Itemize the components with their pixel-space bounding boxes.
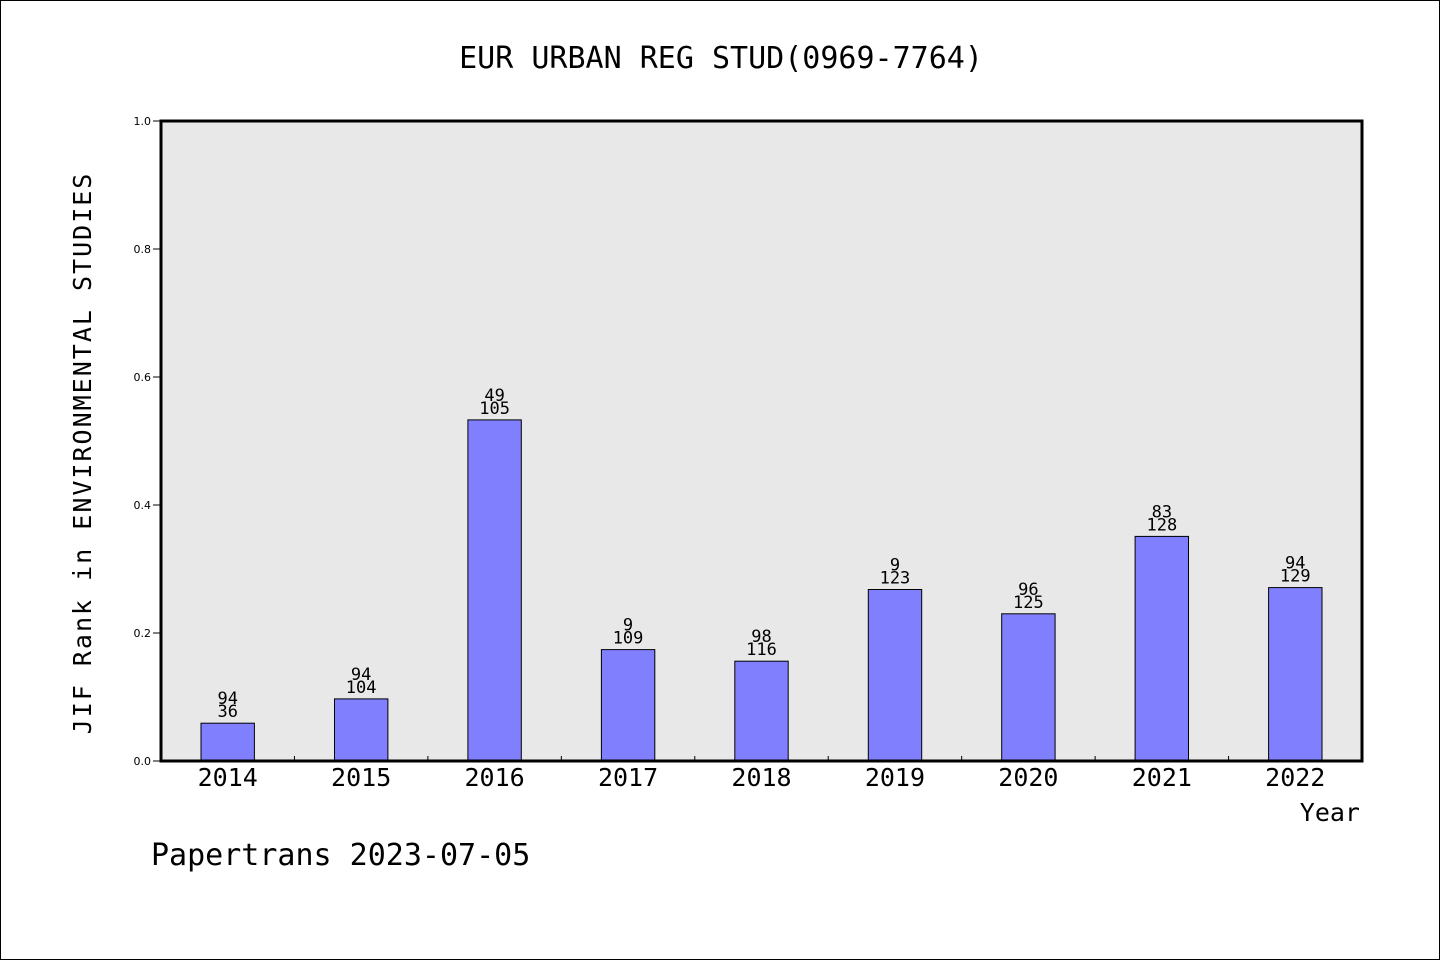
data-label-bottom-2019: 123 [880,568,911,588]
data-label-top-2016: 49 [484,386,504,406]
data-label-bottom-2015: 104 [346,678,377,698]
data-label-top-2018: 98 [751,627,771,647]
x-tick-label-2014: 2014 [198,763,258,792]
bar-2016 [467,419,522,762]
y-tick-label-0: 0.0 [134,755,152,768]
data-label-bottom-2021: 128 [1146,515,1177,535]
x-tick-label-2015: 2015 [331,763,391,792]
bar-2022 [1268,587,1323,762]
data-label-bottom-2016: 105 [479,399,510,419]
x-tick-label-2017: 2017 [598,763,658,792]
data-label-top-2019: 9 [890,555,900,575]
data-label-bottom-2020: 125 [1013,593,1044,613]
chart-title: EUR URBAN REG STUD(0969-7764) [459,41,983,76]
bar-2020 [1001,613,1056,762]
bar-2017 [600,649,656,762]
y-axis: 0.0 0.2 0.4 0.6 0.8 1.0 [134,115,161,768]
data-label-bottom-2018: 116 [746,640,777,660]
x-axis-label: Year [1300,798,1360,827]
x-tick-label-2019: 2019 [865,763,925,792]
data-label-bottom-2014: 36 [217,702,237,722]
bar-2018 [734,660,789,762]
bar-2019 [867,589,923,762]
x-tick-label-2022: 2022 [1265,763,1325,792]
data-label-top-2014: 94 [217,689,237,709]
x-tick-label-2020: 2020 [998,763,1058,792]
bar-2014 [200,722,255,762]
footer-text: Papertrans 2023-07-05 [151,838,530,873]
data-label-bottom-2017: 109 [613,629,644,649]
x-tick-label-2016: 2016 [465,763,525,792]
y-tick-label-3: 0.6 [134,371,152,384]
data-label-top-2022: 94 [1285,554,1305,574]
data-label-bottom-2022: 129 [1280,567,1311,587]
bars-group [200,419,1323,762]
data-label-top-2015: 94 [351,665,371,685]
x-tick-label-2021: 2021 [1132,763,1192,792]
y-tick-label-1: 0.2 [134,627,152,640]
y-tick-label-4: 0.8 [134,243,152,256]
data-label-top-2020: 96 [1018,580,1038,600]
y-tick-label-2: 0.4 [134,499,152,512]
y-axis-label: JIF Rank in ENVIRONMENTAL STUDIES [68,172,97,735]
y-tick-label-5: 1.0 [134,115,152,128]
x-tick-label-2018: 2018 [731,763,791,792]
bar-2021 [1134,535,1189,762]
bar-2015 [334,698,389,762]
data-label-top-2017: 9 [623,616,633,636]
x-axis: 2014 2015 2016 2017 2018 2019 2020 2021 2022 [198,756,1325,792]
plot-border [159,119,1364,763]
data-label-top-2021: 83 [1152,502,1172,522]
